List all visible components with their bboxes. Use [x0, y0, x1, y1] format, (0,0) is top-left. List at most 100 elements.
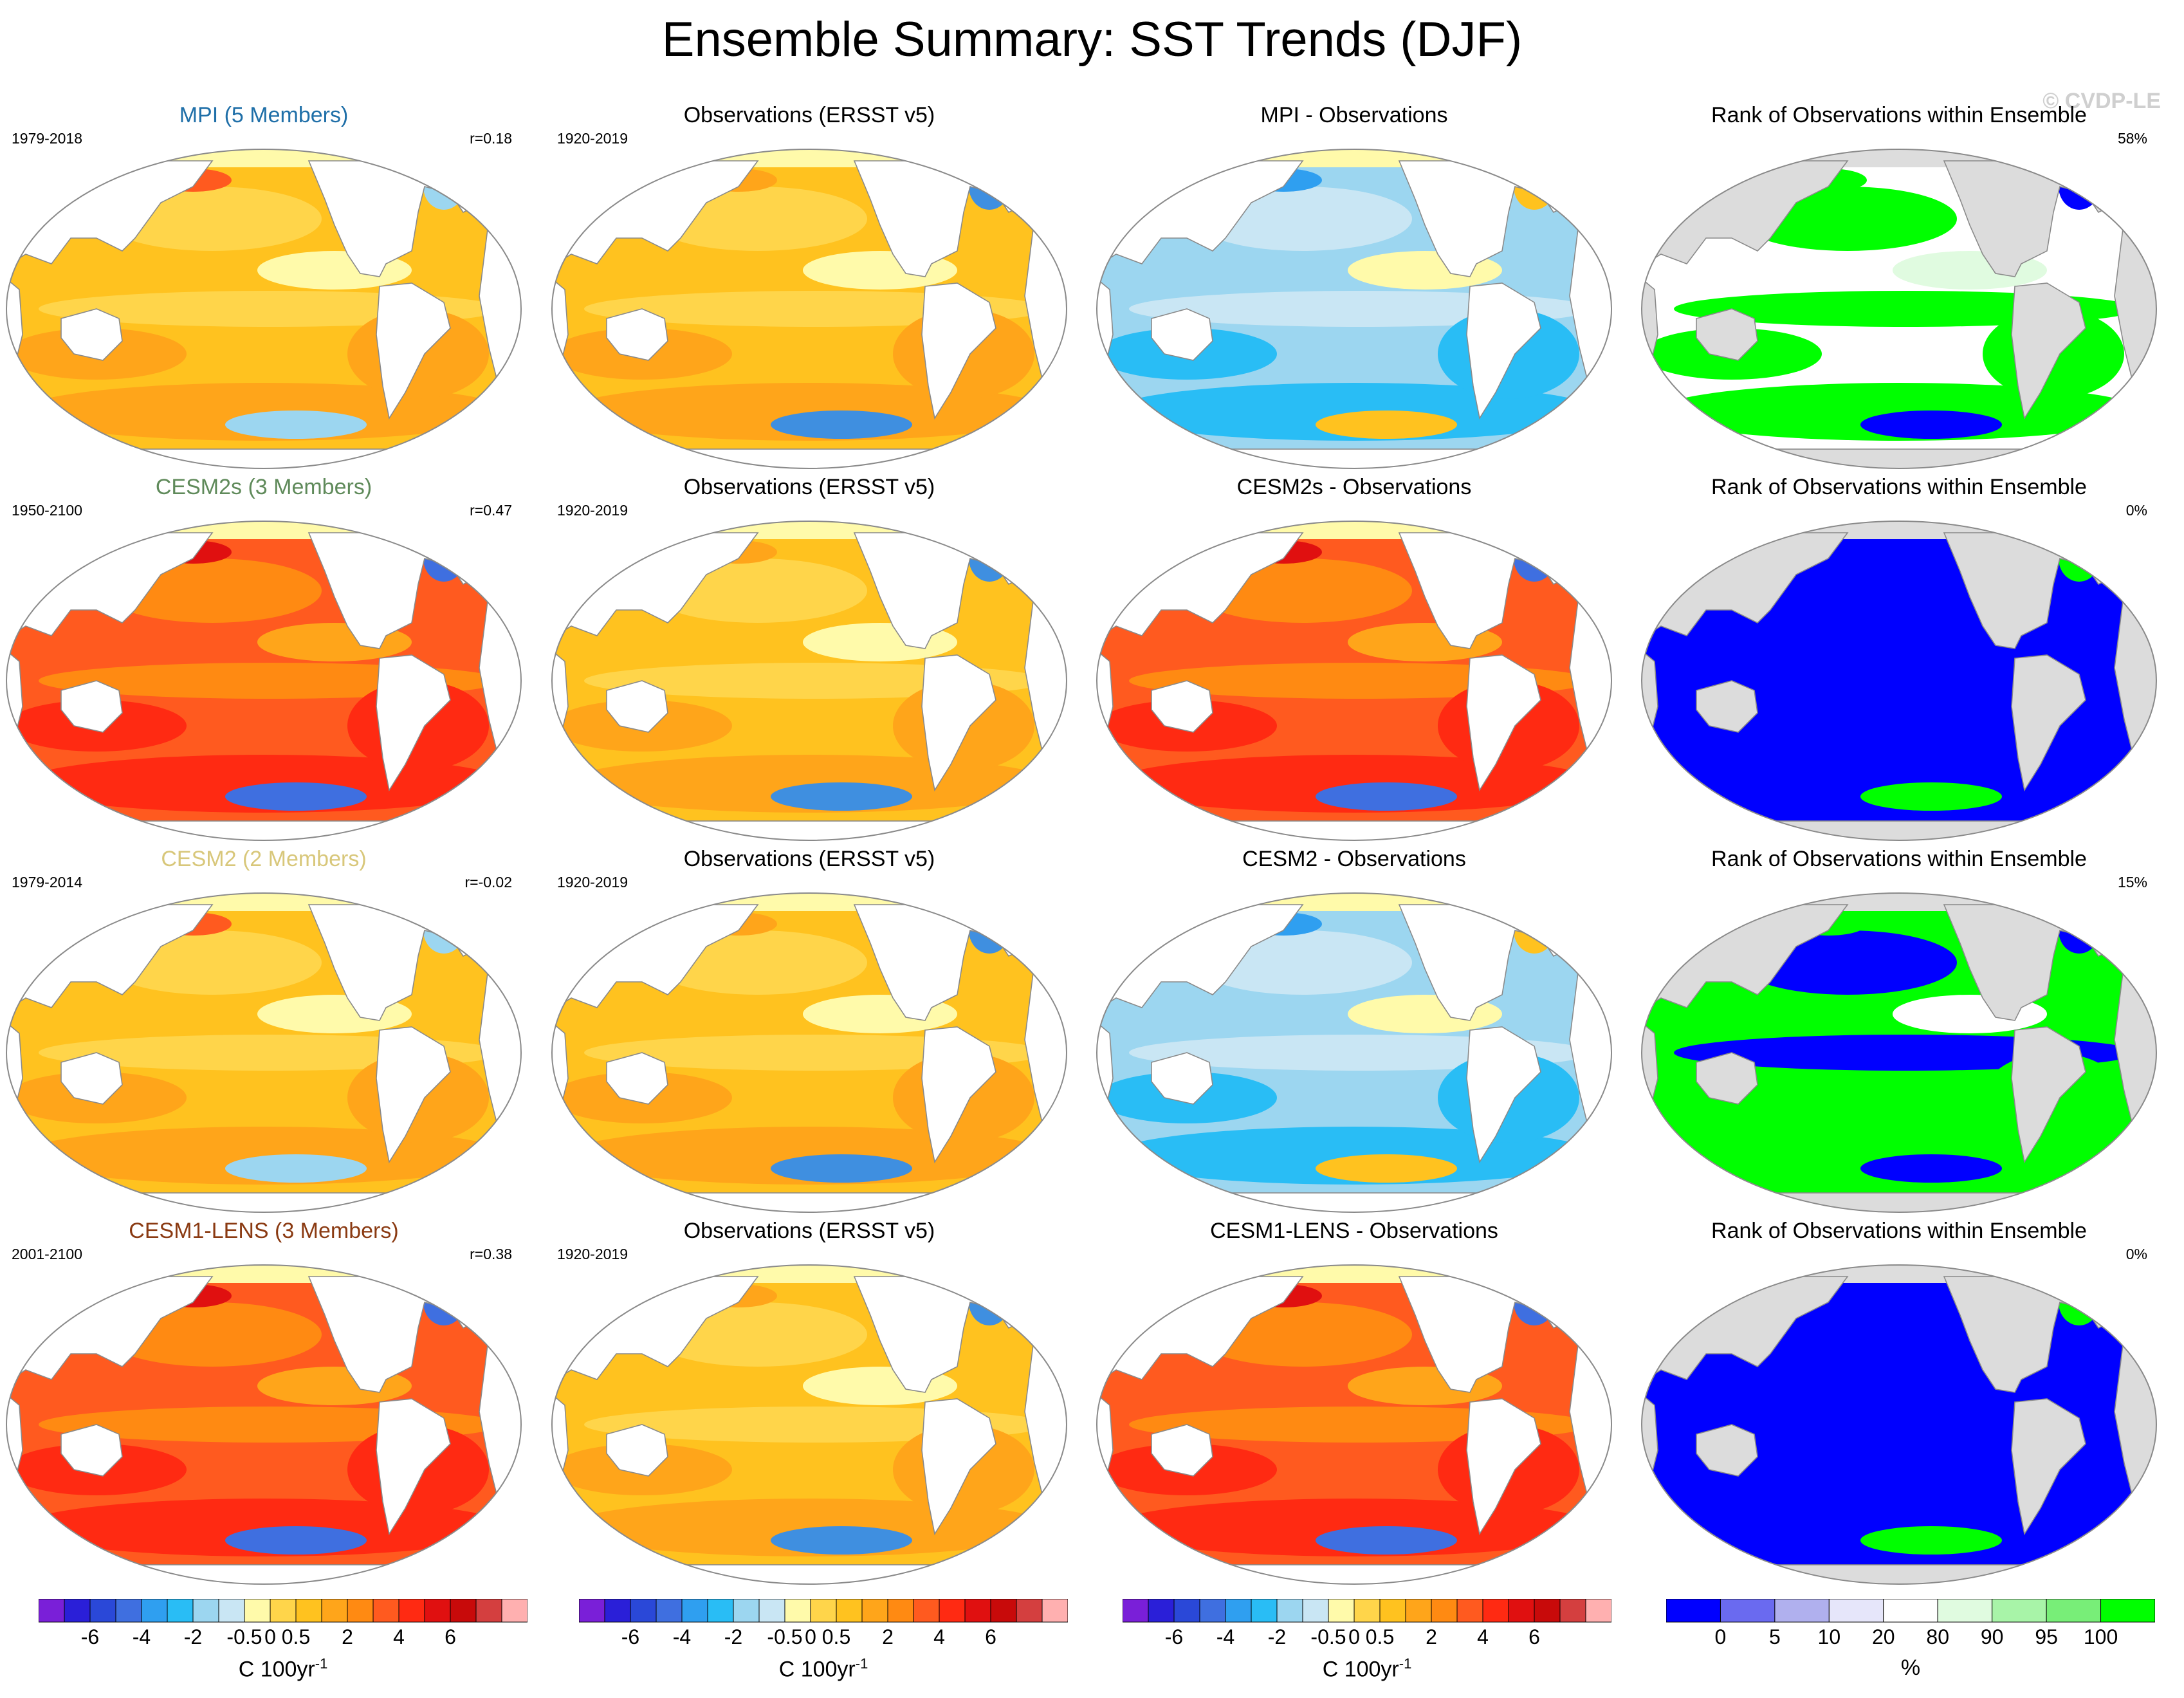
panel-correlation: r=-0.02 [464, 874, 512, 891]
colorbar-swatch [218, 1599, 245, 1623]
colorbar-swatch [1225, 1599, 1252, 1623]
colorbar-swatch [1199, 1599, 1226, 1623]
figure-title: Ensemble Summary: SST Trends (DJF) [661, 12, 1523, 67]
panel-diff-row3: CESM2 - Observations [1090, 847, 1618, 1220]
colorbar-swatch [1992, 1599, 2047, 1623]
panel-title: CESM2s (3 Members) [155, 475, 372, 499]
panel-years: 1920-2019 [557, 502, 628, 519]
colorbar-tick-label: -6 [81, 1625, 99, 1648]
colorbar-swatch [64, 1599, 91, 1623]
map-obs [551, 521, 1067, 841]
colorbar-tick-label: 2 [1426, 1625, 1437, 1648]
panel-title: Rank of Observations within Ensemble [1711, 475, 2087, 499]
colorbar-swatch [836, 1599, 863, 1623]
watermark: © CVDP-LE [2042, 89, 2161, 113]
panel-title: Observations (ERSST v5) [683, 1219, 935, 1243]
colorbar-model: -6 -4 -2 -0.5 0 0.5 2 4 6 C 100yr-1 [39, 1599, 528, 1681]
colorbar-obs-graphic: -6 -4 -2 -0.5 0 0.5 2 4 6 [579, 1599, 1068, 1648]
panel-percent: 15% [2117, 874, 2147, 891]
panel-model-row2: CESM2s (3 Members) 1950-2100 r=0.47 [0, 475, 528, 848]
colorbar-swatch [1508, 1599, 1535, 1623]
colorbar-swatch [115, 1599, 142, 1623]
panel-title: CESM2 - Observations [1242, 847, 1466, 871]
panel-obs-row3: Observations (ERSST v5) 1920-2019 [546, 847, 1073, 1220]
colorbar-swatch [372, 1599, 399, 1623]
colorbar-swatch [1042, 1599, 1068, 1623]
map-rank [1641, 892, 2157, 1213]
colorbar-swatch [733, 1599, 760, 1623]
panel-title: Observations (ERSST v5) [683, 847, 935, 871]
colorbar-swatch [1937, 1599, 1993, 1623]
ocean-field [1097, 893, 1611, 1212]
panel-title: CESM1-LENS (3 Members) [129, 1219, 399, 1243]
colorbar-tick-label: 90 [1981, 1625, 2004, 1648]
map-model [6, 892, 522, 1213]
colorbar-swatch [1774, 1599, 1830, 1623]
colorbar-tick-label: -4 [673, 1625, 691, 1648]
colorbar-swatch [990, 1599, 1017, 1623]
panel-correlation: r=0.18 [470, 130, 512, 147]
colorbar-tick-label: 0 [1715, 1625, 1727, 1648]
colorbar-model-units: C 100yr-1 [238, 1656, 328, 1682]
panel-title: MPI - Observations [1260, 103, 1448, 127]
panel-correlation: r=0.38 [470, 1246, 512, 1262]
colorbar-swatch [1828, 1599, 1884, 1623]
map-obs [551, 1264, 1067, 1585]
panel-obs-row4: Observations (ERSST v5) 1920-2019 [546, 1219, 1073, 1592]
colorbar-tick-label: 5 [1769, 1625, 1781, 1648]
colorbar-swatch [861, 1599, 888, 1623]
colorbar-swatch [1405, 1599, 1432, 1623]
colorbar-model-graphic: -6 -4 -2 -0.5 0 0.5 2 4 6 [39, 1599, 528, 1648]
colorbar-tick-label: 6 [1528, 1625, 1540, 1648]
colorbar-swatch [1148, 1599, 1175, 1623]
ocean-field [1642, 893, 2156, 1212]
panel-percent: 58% [2117, 130, 2147, 147]
colorbar-swatch [939, 1599, 966, 1623]
panel-model-row3: CESM2 (2 Members) 1979-2014 r=-0.02 [0, 847, 528, 1220]
colorbar-swatch [1431, 1599, 1458, 1623]
colorbar-diff-graphic: -6 -4 -2 -0.5 0 0.5 2 4 6 [1123, 1599, 1611, 1648]
colorbar-swatch [964, 1599, 991, 1623]
colorbar-tick-label: 10 [1818, 1625, 1841, 1648]
colorbar-swatch [1379, 1599, 1406, 1623]
panel-years: 1979-2018 [12, 130, 82, 147]
colorbar-tick-label: 4 [393, 1625, 405, 1648]
colorbar-tick-label: -4 [1216, 1625, 1234, 1648]
colorbar-tick-label: -2 [724, 1625, 742, 1648]
colorbar-tick-label: -0.5 [1310, 1625, 1346, 1648]
ocean-field [1642, 1265, 2156, 1584]
map-obs [551, 892, 1067, 1213]
panel-rank-row4: Rank of Observations within Ensemble 0% [1635, 1219, 2163, 1592]
colorbar-tick-label: 0.5 [282, 1625, 310, 1648]
panel-model-row4: CESM1-LENS (3 Members) 2001-2100 r=0.38 [0, 1219, 528, 1592]
colorbar-swatch [2100, 1599, 2155, 1623]
colorbar-obs-units: C 100yr-1 [778, 1656, 868, 1682]
ocean-field [6, 521, 521, 840]
ocean-field [552, 149, 1067, 468]
colorbar-tick-label: 80 [1926, 1625, 1949, 1648]
panel-rank-row2: Rank of Observations within Ensemble 0% [1635, 475, 2163, 848]
colorbar-swatch [321, 1599, 348, 1623]
panel-diff-row1: MPI - Observations [1090, 103, 1618, 476]
colorbar-rank-graphic: 0 5 10 20 80 90 95 100 [1666, 1599, 2155, 1648]
colorbar-swatch [630, 1599, 657, 1623]
panel-rank-row1: Rank of Observations within Ensemble 58% [1635, 103, 2163, 476]
panel-model-row1: MPI (5 Members) 1979-2018 r=0.18 [0, 103, 528, 476]
colorbar-swatch [579, 1599, 605, 1623]
colorbar-tick-label: -2 [1268, 1625, 1286, 1648]
panel-years: 2001-2100 [12, 1246, 82, 1262]
map-diff [1096, 1264, 1612, 1585]
colorbar-swatch [501, 1599, 528, 1623]
colorbar-swatch [192, 1599, 219, 1623]
colorbar-swatch [1276, 1599, 1303, 1623]
colorbar-tick-label: 0.5 [822, 1625, 850, 1648]
colorbar-swatch [1883, 1599, 1938, 1623]
colorbar-swatch [295, 1599, 322, 1623]
colorbar-tick-label: 20 [1872, 1625, 1895, 1648]
colorbar-tick-label: 2 [882, 1625, 894, 1648]
colorbar-swatch [656, 1599, 683, 1623]
ocean-field [6, 893, 521, 1212]
colorbar-swatch [141, 1599, 168, 1623]
map-rank [1641, 521, 2157, 841]
colorbar-swatch [1534, 1599, 1561, 1623]
